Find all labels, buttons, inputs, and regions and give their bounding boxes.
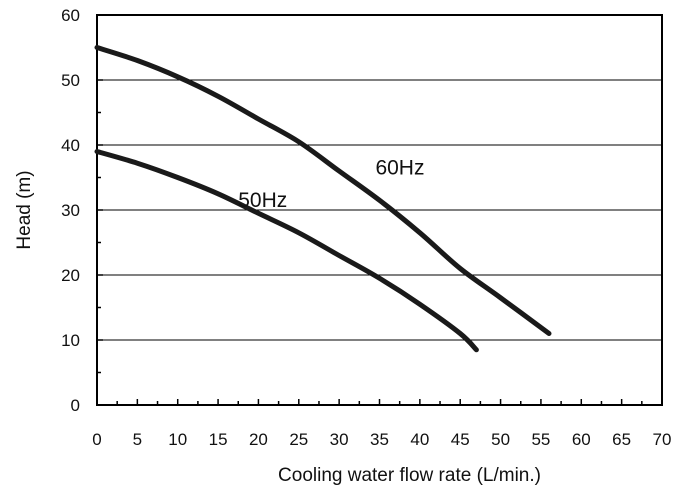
x-tick-label: 40 (410, 430, 429, 449)
x-tick-label: 15 (209, 430, 228, 449)
x-tick-labels: 0 5 10 15 20 25 30 35 40 45 50 55 60 65 70 (92, 430, 671, 449)
x-tick-label: 10 (168, 430, 187, 449)
series-label-60hz: 60Hz (375, 156, 424, 179)
series-label-50hz: 50Hz (238, 189, 287, 212)
x-tick-label: 60 (572, 430, 591, 449)
y-tick-label: 60 (61, 6, 80, 25)
y-tick-labels: 0 10 20 30 40 50 60 (61, 6, 80, 415)
series-line-50hz (94, 149, 479, 353)
x-tick-label: 5 (133, 430, 142, 449)
series-labels: 60Hz 50Hz (238, 156, 424, 212)
gridlines (97, 79, 662, 341)
x-tick-label: 0 (92, 430, 101, 449)
y-tick-label: 0 (71, 396, 80, 415)
y-axis-title: Head (m) (14, 170, 35, 249)
series-line-60hz (94, 45, 552, 336)
series-lines (94, 45, 552, 353)
y-tick-label: 20 (61, 266, 80, 285)
x-tick-label: 50 (491, 430, 510, 449)
x-tick-label: 30 (330, 430, 349, 449)
x-tick-label: 25 (289, 430, 308, 449)
x-axis-title: Cooling water flow rate (L/min.) (278, 465, 541, 486)
x-tick-label: 35 (370, 430, 389, 449)
y-tick-label: 40 (61, 136, 80, 155)
y-tick-label: 30 (61, 201, 80, 220)
x-tick-label: 45 (451, 430, 470, 449)
x-tick-label: 20 (249, 430, 268, 449)
x-tick-label: 55 (531, 430, 550, 449)
x-tick-label: 65 (612, 430, 631, 449)
y-tick-label: 10 (61, 331, 80, 350)
y-tick-label: 50 (61, 71, 80, 90)
x-tick-label: 70 (653, 430, 672, 449)
